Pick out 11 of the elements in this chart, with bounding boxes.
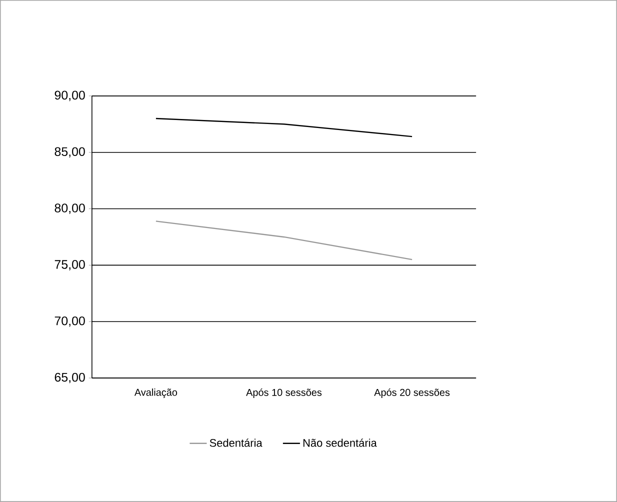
y-tick-label: 90,00 — [54, 90, 85, 102]
y-tick-label: 65,00 — [54, 372, 85, 384]
x-tick-label: Após 20 sessões — [374, 388, 450, 398]
y-tick-label: 85,00 — [54, 147, 85, 158]
y-tick-label: 80,00 — [54, 204, 85, 214]
y-tick-label: 75,00 — [54, 260, 85, 270]
legend-label: Não sedentária — [303, 438, 377, 447]
legend-label: Sedentária — [210, 438, 262, 447]
x-tick-label: Após 10 sessões — [246, 388, 322, 398]
y-tick-label: 70,00 — [54, 316, 85, 327]
x-tick-label: Avaliação — [134, 388, 178, 398]
